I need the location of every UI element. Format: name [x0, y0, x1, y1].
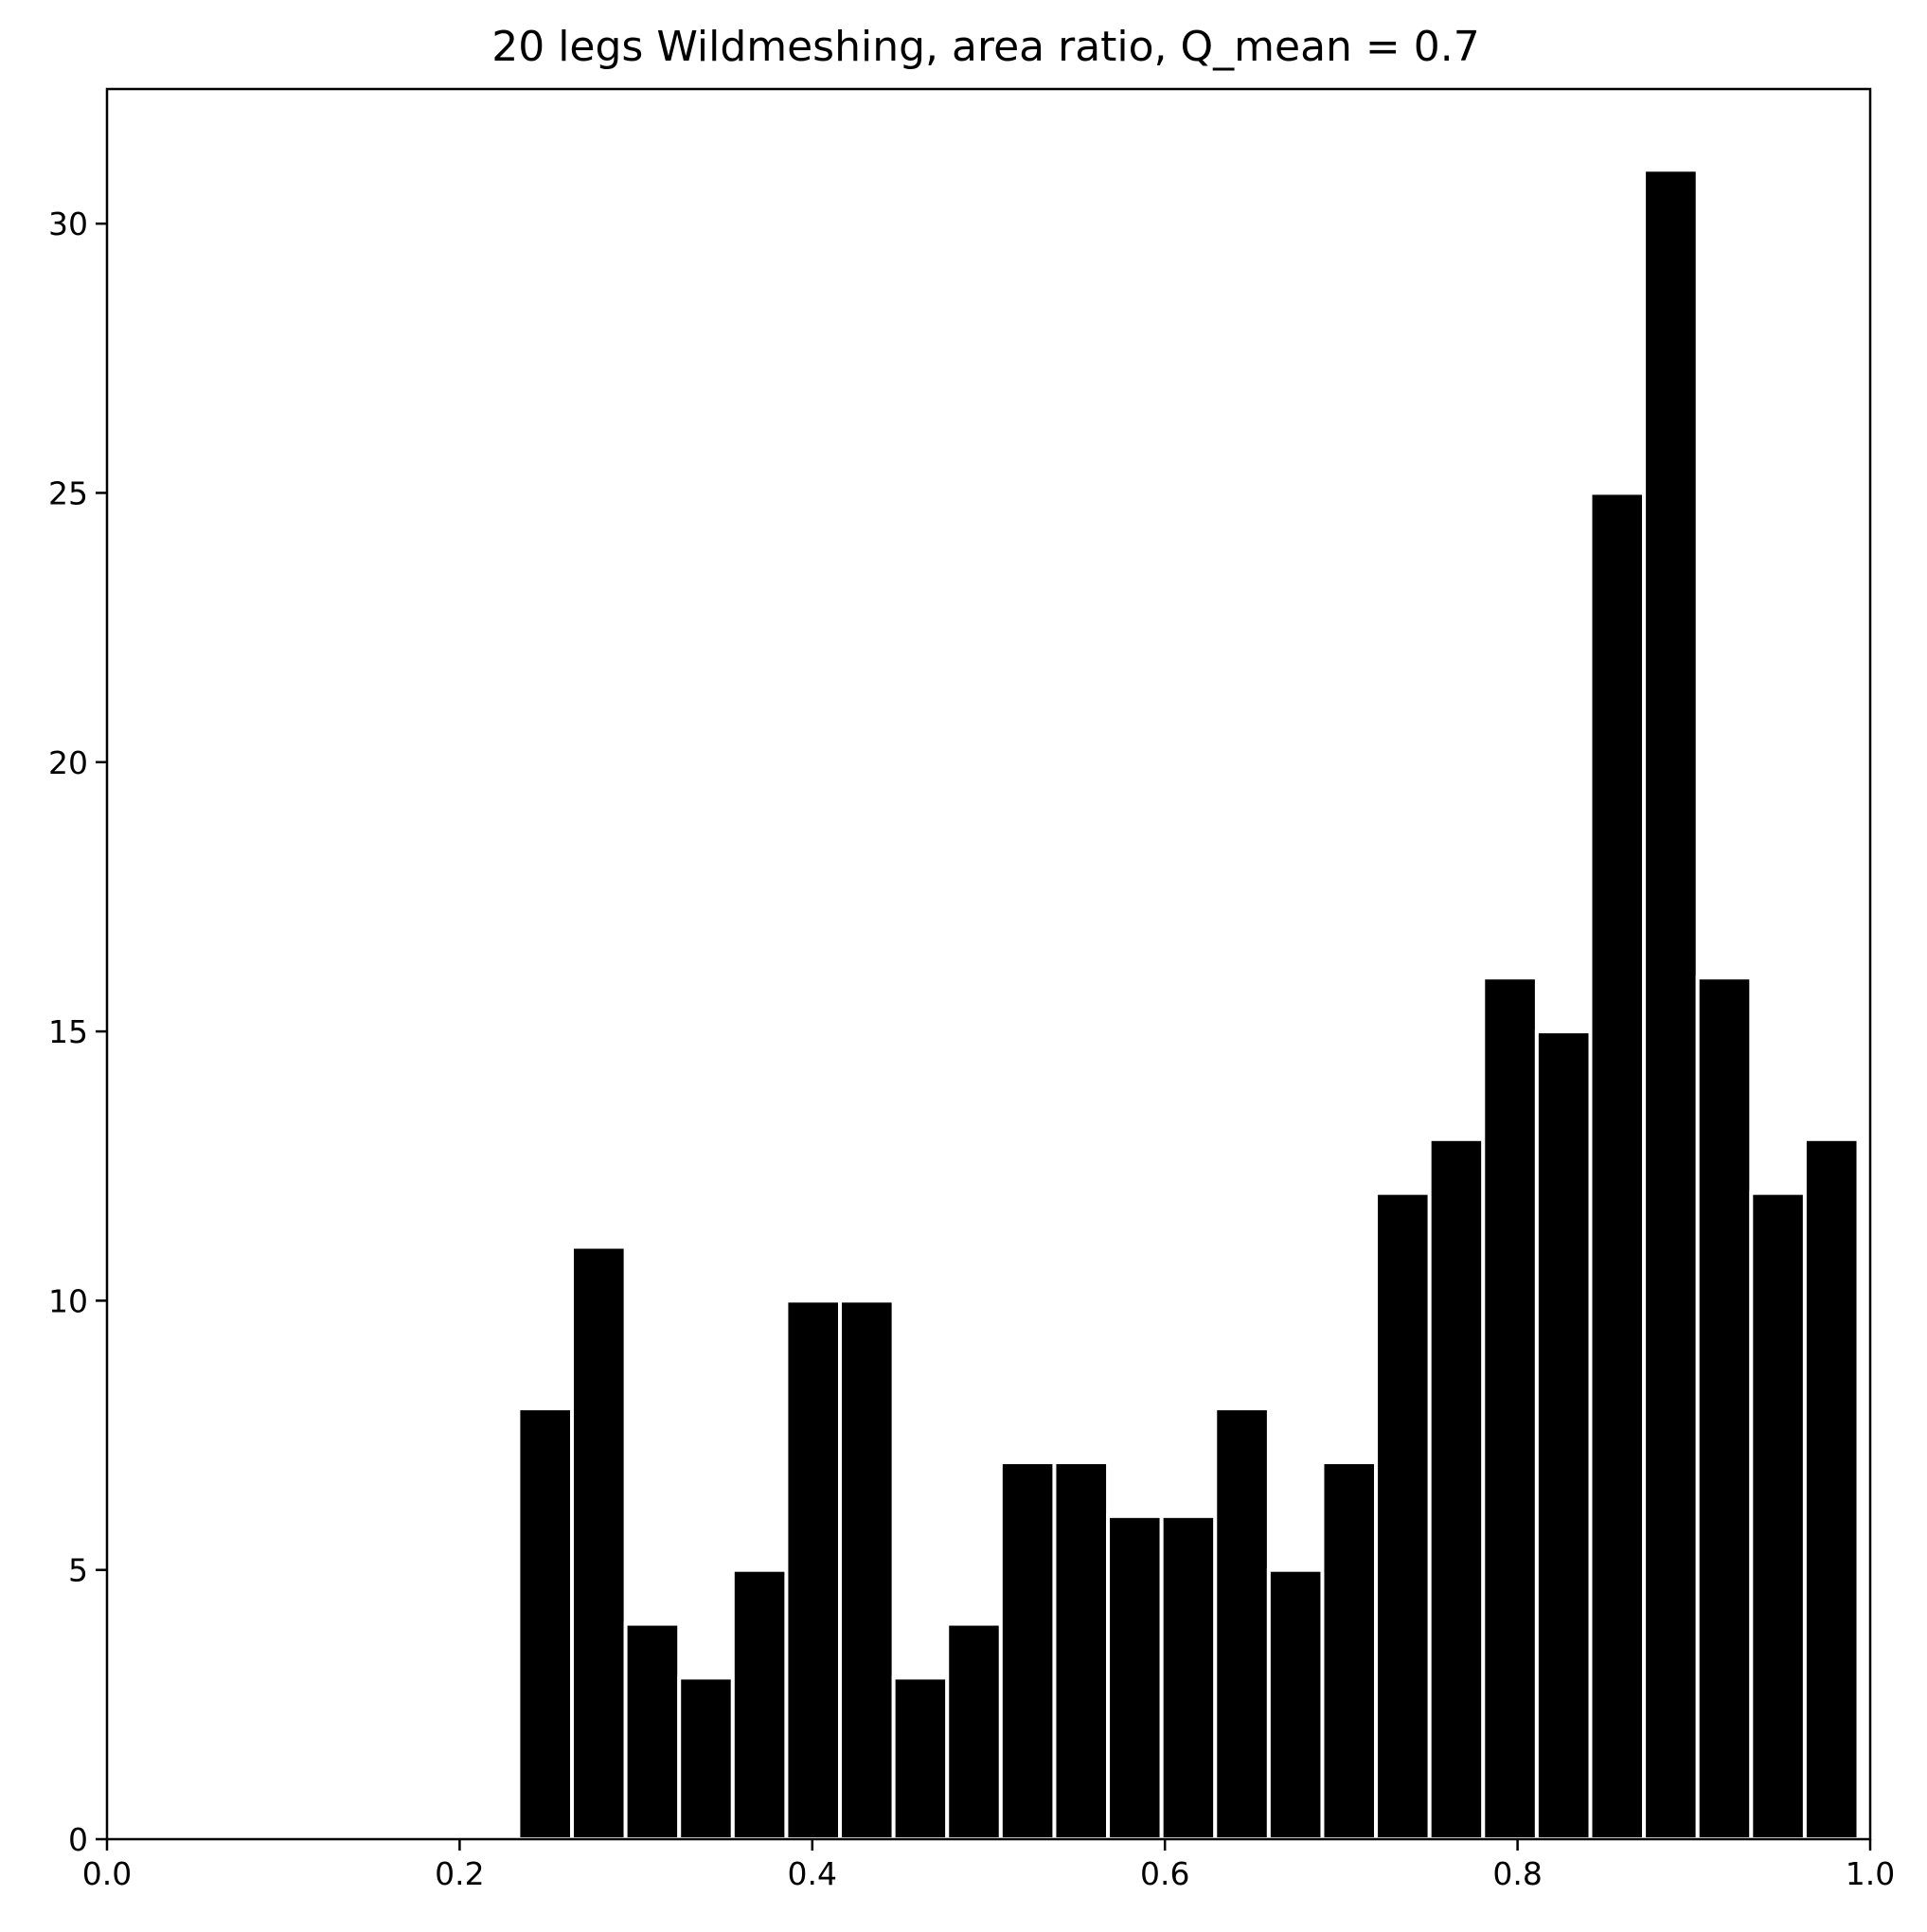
bar — [1749, 1190, 1807, 1841]
bar — [998, 1459, 1057, 1841]
x-tick-label: 0.6 — [1140, 1855, 1189, 1892]
bar — [677, 1675, 735, 1842]
chart-title: 20 legs Wildmeshing, area ratio, Q_mean … — [491, 23, 1480, 71]
bar — [1159, 1513, 1218, 1842]
x-tick-label: 0.0 — [82, 1855, 132, 1892]
bar — [1374, 1190, 1432, 1841]
bar — [516, 1406, 575, 1841]
bar — [1695, 975, 1754, 1841]
bar — [570, 1244, 628, 1841]
y-tick-label: 5 — [68, 1552, 88, 1589]
bar — [891, 1675, 950, 1842]
bar — [1642, 168, 1700, 1841]
bar — [1534, 1029, 1593, 1841]
y-tick-label: 15 — [48, 1013, 88, 1050]
x-tick-label: 0.4 — [788, 1855, 837, 1892]
x-tick-label: 0.2 — [435, 1855, 484, 1892]
y-tick-label: 10 — [48, 1282, 88, 1319]
bar — [1802, 1136, 1861, 1842]
y-axis: 0 5 10 15 20 25 30 — [48, 206, 107, 1858]
bar — [1106, 1513, 1164, 1842]
x-axis: 0.0 0.2 0.4 0.6 0.8 1.0 — [82, 1839, 1895, 1892]
bars-group — [516, 168, 1861, 1842]
y-tick-label: 25 — [48, 474, 88, 511]
y-tick-label: 20 — [48, 744, 88, 781]
bar — [1427, 1136, 1486, 1842]
x-tick-label: 0.8 — [1492, 1855, 1542, 1892]
bar — [1052, 1459, 1111, 1841]
bar — [730, 1567, 789, 1841]
y-tick-label: 0 — [68, 1821, 88, 1858]
y-tick-label: 30 — [48, 206, 88, 242]
bar — [1213, 1406, 1271, 1841]
bar — [1320, 1459, 1379, 1841]
bar — [784, 1298, 843, 1841]
bar — [1481, 975, 1539, 1841]
bar — [623, 1621, 682, 1841]
bar — [945, 1621, 1003, 1841]
bar — [1266, 1567, 1325, 1841]
bar — [838, 1298, 896, 1841]
x-tick-label: 1.0 — [1846, 1855, 1895, 1892]
bar — [1588, 491, 1647, 1841]
plot-frame — [105, 87, 1872, 1841]
